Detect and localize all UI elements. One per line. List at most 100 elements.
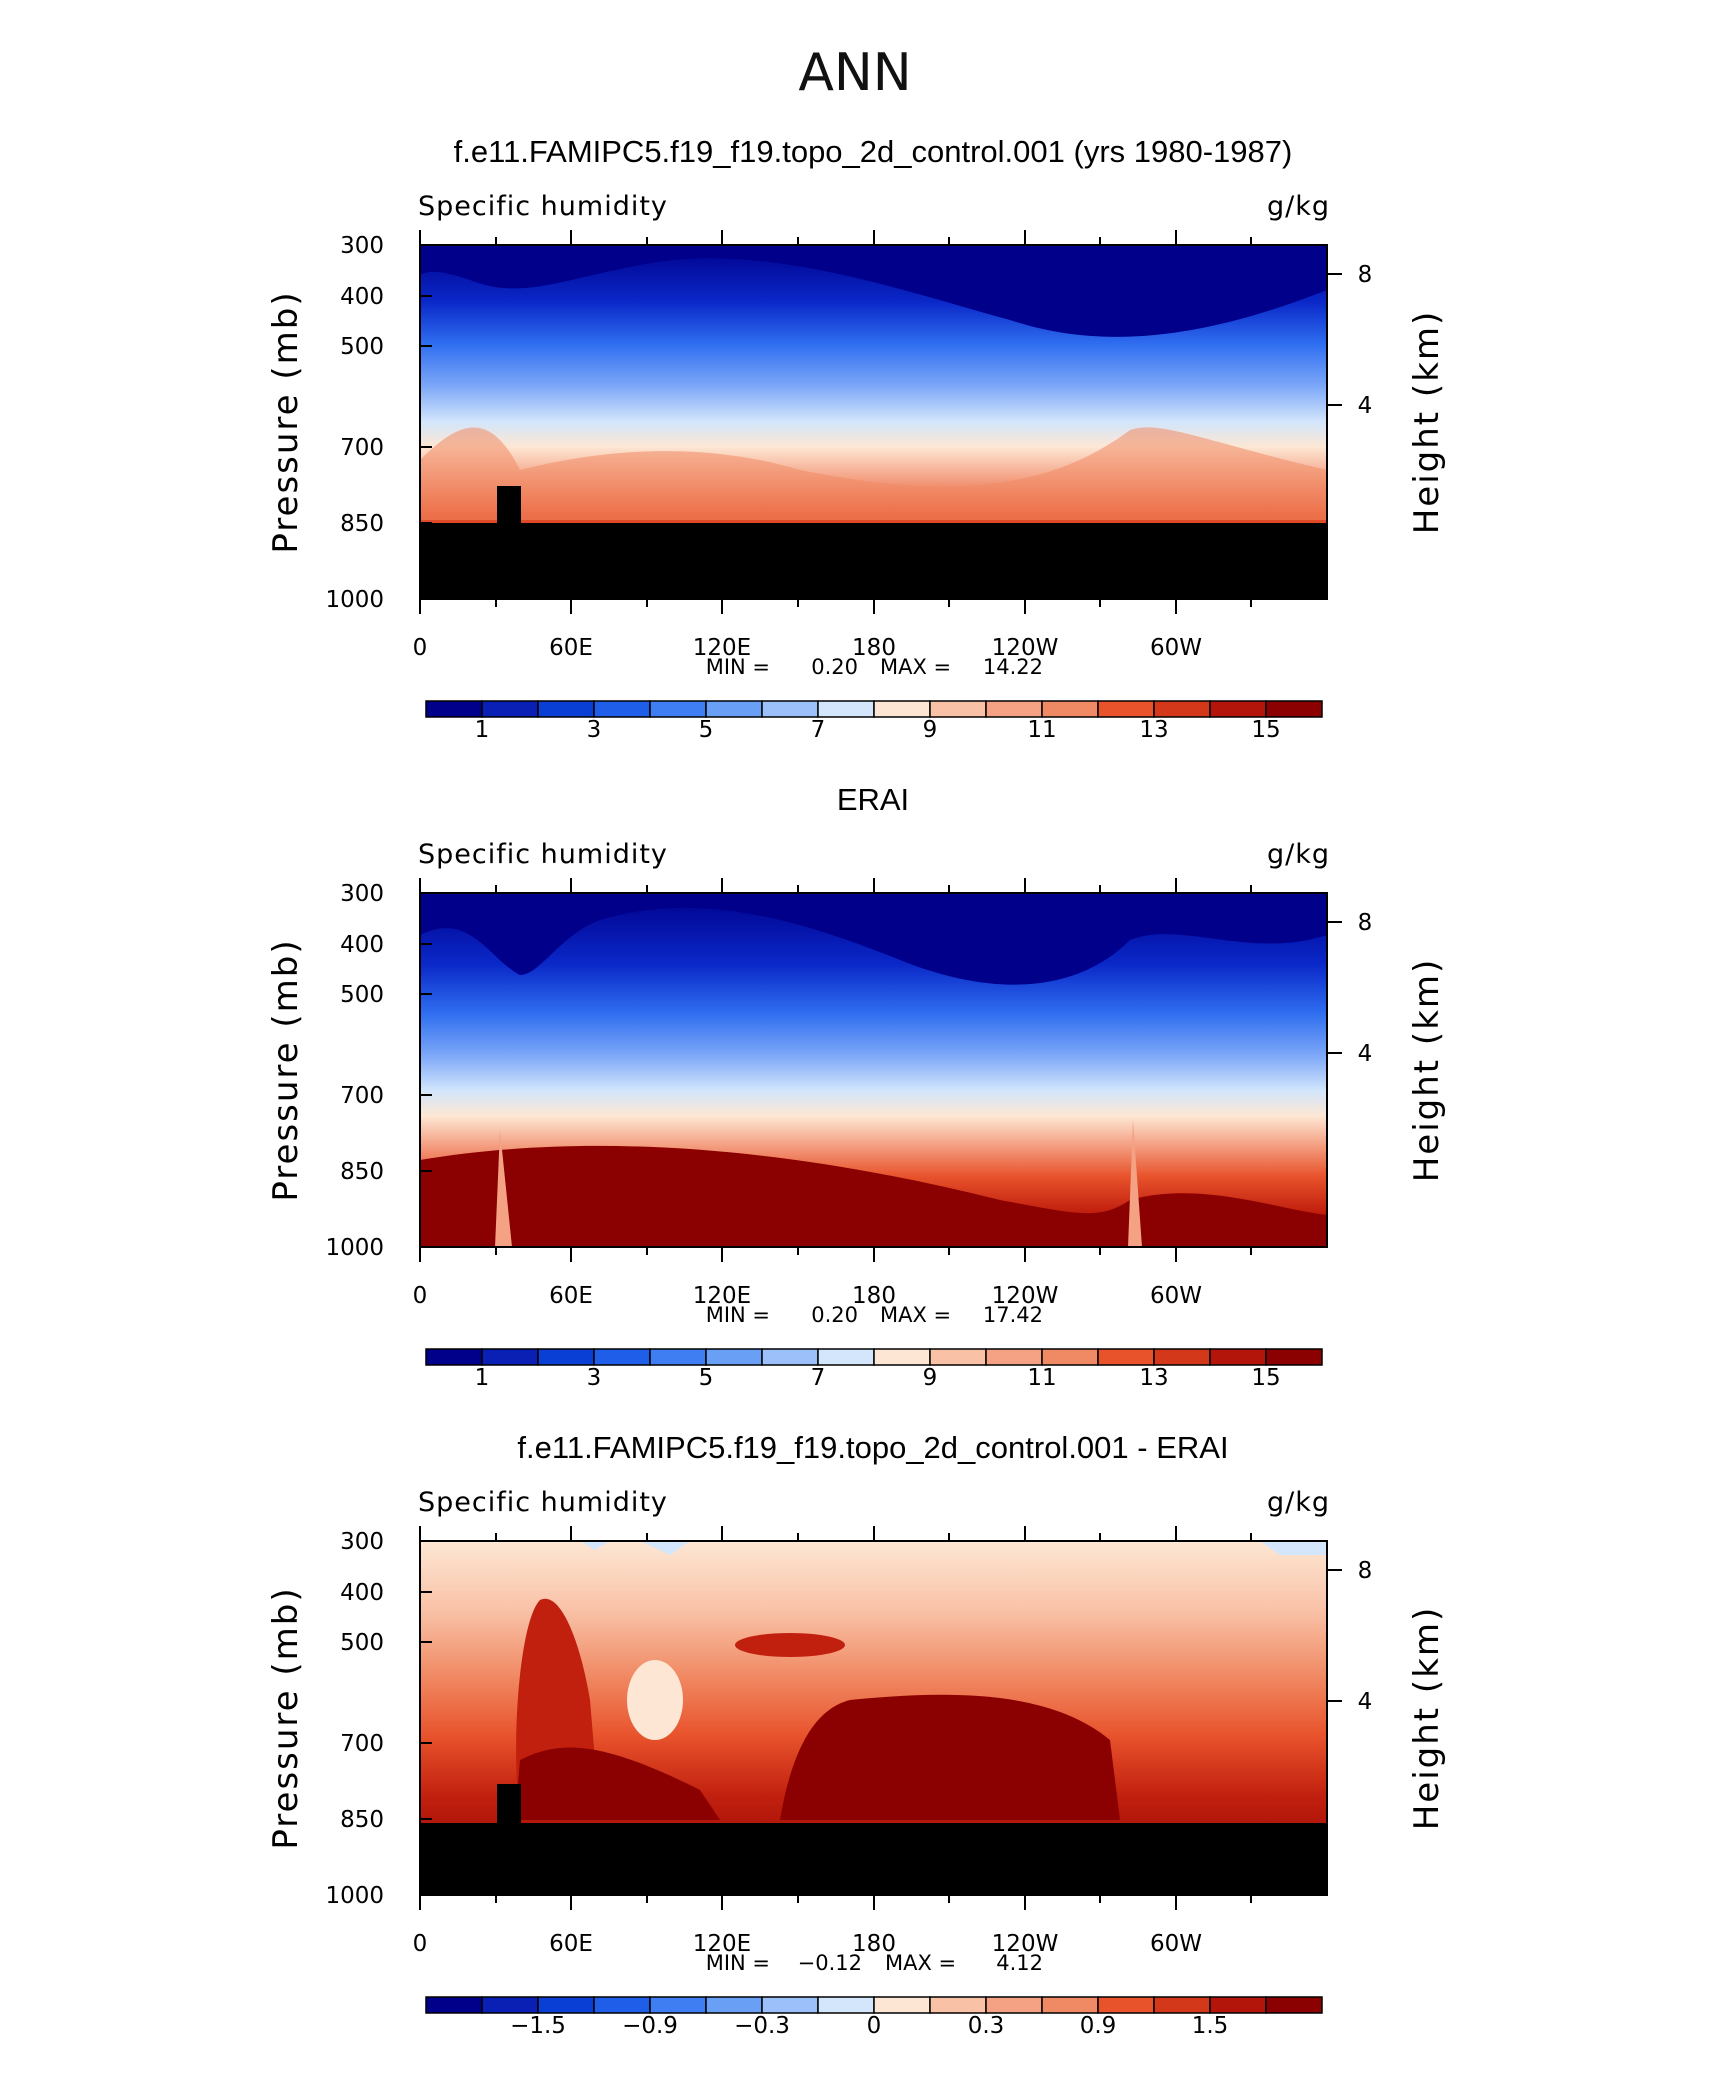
min-label: MIN = xyxy=(706,655,770,679)
x-tick-marks xyxy=(419,878,1342,1262)
x-tick-label: 60W xyxy=(1150,635,1202,661)
colorbar-swatch xyxy=(481,1996,539,2014)
x-tick-label: 180 xyxy=(852,1931,896,1957)
colorbar-swatch xyxy=(817,1996,875,2014)
min-label: MIN = xyxy=(706,1951,770,1975)
topography-mask xyxy=(420,523,1327,599)
colorbar-swatch xyxy=(537,700,595,718)
colorbar-swatch xyxy=(985,700,1043,718)
x-tick-label: 0 xyxy=(413,1283,428,1309)
max-value: 4.12 xyxy=(996,1951,1043,1975)
colorbar-swatch xyxy=(1209,1348,1267,1366)
y-tick-label: 850 xyxy=(340,1159,384,1185)
y-tick-label: 400 xyxy=(340,284,384,310)
y2-tick-label: 8 xyxy=(1358,1558,1373,1584)
colorbar-swatch xyxy=(537,1996,595,2014)
y-tick-label: 700 xyxy=(340,1731,384,1757)
weak-anomaly-region xyxy=(627,1660,683,1740)
colorbar-swatch xyxy=(1153,1348,1211,1366)
colorbar-label: 15 xyxy=(1251,717,1280,743)
topography-mask xyxy=(420,1823,1327,1895)
positive-anomaly-region xyxy=(780,1694,1120,1820)
panel-title: ERAI xyxy=(837,782,909,817)
y-tick-label: 850 xyxy=(340,1807,384,1833)
x-tick-label: 120E xyxy=(693,1283,751,1309)
colorbar-swatch xyxy=(425,1996,483,2014)
colorbar-swatch xyxy=(649,1348,707,1366)
colorbar-label: 11 xyxy=(1027,717,1056,743)
colorbar-swatch xyxy=(481,1348,539,1366)
colorbar-swatch xyxy=(1209,1996,1267,2014)
positive-anomaly-region xyxy=(735,1633,845,1657)
y-tick-label: 1000 xyxy=(325,587,384,613)
panel-model: f.e11.FAMIPC5.f19_f19.topo_2d_control.00… xyxy=(266,134,1447,743)
x-tick-label: 0 xyxy=(413,1931,428,1957)
negative-anomaly-region xyxy=(580,1541,1327,1555)
colorbar xyxy=(425,1348,1323,1366)
panel-erai: ERAI Specific humidity g/kg 0 60E 120E 1… xyxy=(266,782,1447,1391)
colorbar-swatch xyxy=(425,1348,483,1366)
colorbar xyxy=(425,1996,1323,2014)
x-tick-label: 60W xyxy=(1150,1283,1202,1309)
y-tick-label: 850 xyxy=(340,511,384,537)
colorbar-label: 9 xyxy=(923,1365,938,1391)
x-tick-label: 60E xyxy=(549,635,593,661)
colorbar-label: 5 xyxy=(699,1365,714,1391)
units-label: g/kg xyxy=(1267,839,1330,870)
colorbar-swatch xyxy=(929,1996,987,2014)
colorbar-swatch xyxy=(873,1996,931,2014)
x-tick-label: 0 xyxy=(413,635,428,661)
colorbar-swatch xyxy=(649,1996,707,2014)
colorbar-swatch xyxy=(817,1348,875,1366)
colorbar-label: 3 xyxy=(587,1365,602,1391)
y-tick-label: 500 xyxy=(340,982,384,1008)
x-tick-label: 60E xyxy=(549,1931,593,1957)
colorbar-swatch xyxy=(929,700,987,718)
colorbar-swatch xyxy=(425,700,483,718)
colorbar-swatch xyxy=(593,1996,651,2014)
units-label: g/kg xyxy=(1267,1487,1330,1518)
y-axis-title: Pressure (mb) xyxy=(266,1586,306,1849)
y2-axis-title: Height (km) xyxy=(1407,1606,1447,1831)
y-axis-title: Pressure (mb) xyxy=(266,290,306,553)
max-label: MAX = xyxy=(880,655,951,679)
min-value: 0.20 xyxy=(811,655,858,679)
colorbar-label: 9 xyxy=(923,717,938,743)
colorbar-label: 13 xyxy=(1139,717,1168,743)
moist-lower-region xyxy=(420,1145,1327,1247)
colorbar-swatch xyxy=(1153,700,1211,718)
x-tick-marks xyxy=(419,230,1342,614)
colorbar-label: 0 xyxy=(867,2013,882,2039)
y-axis-title: Pressure (mb) xyxy=(266,938,306,1201)
x-tick-label: 120W xyxy=(992,635,1059,661)
y-tick-label: 400 xyxy=(340,932,384,958)
topography-mask-peak xyxy=(497,486,521,526)
positive-anomaly-region xyxy=(515,1747,720,1820)
colorbar-swatch xyxy=(1209,700,1267,718)
min-label: MIN = xyxy=(706,1303,770,1327)
colorbar-label: 13 xyxy=(1139,1365,1168,1391)
colorbar-label: −0.3 xyxy=(734,2013,790,2039)
colorbar-label: 5 xyxy=(699,717,714,743)
y-tick-label: 400 xyxy=(340,1580,384,1606)
colorbar-swatch xyxy=(1265,1996,1323,2014)
colorbar-label: 7 xyxy=(811,1365,826,1391)
min-value: 0.20 xyxy=(811,1303,858,1327)
colorbar-swatch xyxy=(761,700,819,718)
colorbar-swatch xyxy=(985,1996,1043,2014)
colorbar-swatch xyxy=(985,1348,1043,1366)
colorbar-label: 11 xyxy=(1027,1365,1056,1391)
colorbar-swatch xyxy=(929,1348,987,1366)
colorbar-label: 1.5 xyxy=(1192,2013,1229,2039)
panel-difference: f.e11.FAMIPC5.f19_f19.topo_2d_control.00… xyxy=(266,1430,1447,2039)
colorbar-swatch xyxy=(537,1348,595,1366)
y-tick-label: 300 xyxy=(340,1529,384,1555)
x-tick-label: 180 xyxy=(852,1283,896,1309)
colorbar-swatch xyxy=(873,1348,931,1366)
variable-label: Specific humidity xyxy=(418,839,668,870)
colorbar-label: 1 xyxy=(475,1365,490,1391)
max-value: 14.22 xyxy=(983,655,1043,679)
colorbar-swatch xyxy=(1153,1996,1211,2014)
y-tick-label: 1000 xyxy=(325,1235,384,1261)
